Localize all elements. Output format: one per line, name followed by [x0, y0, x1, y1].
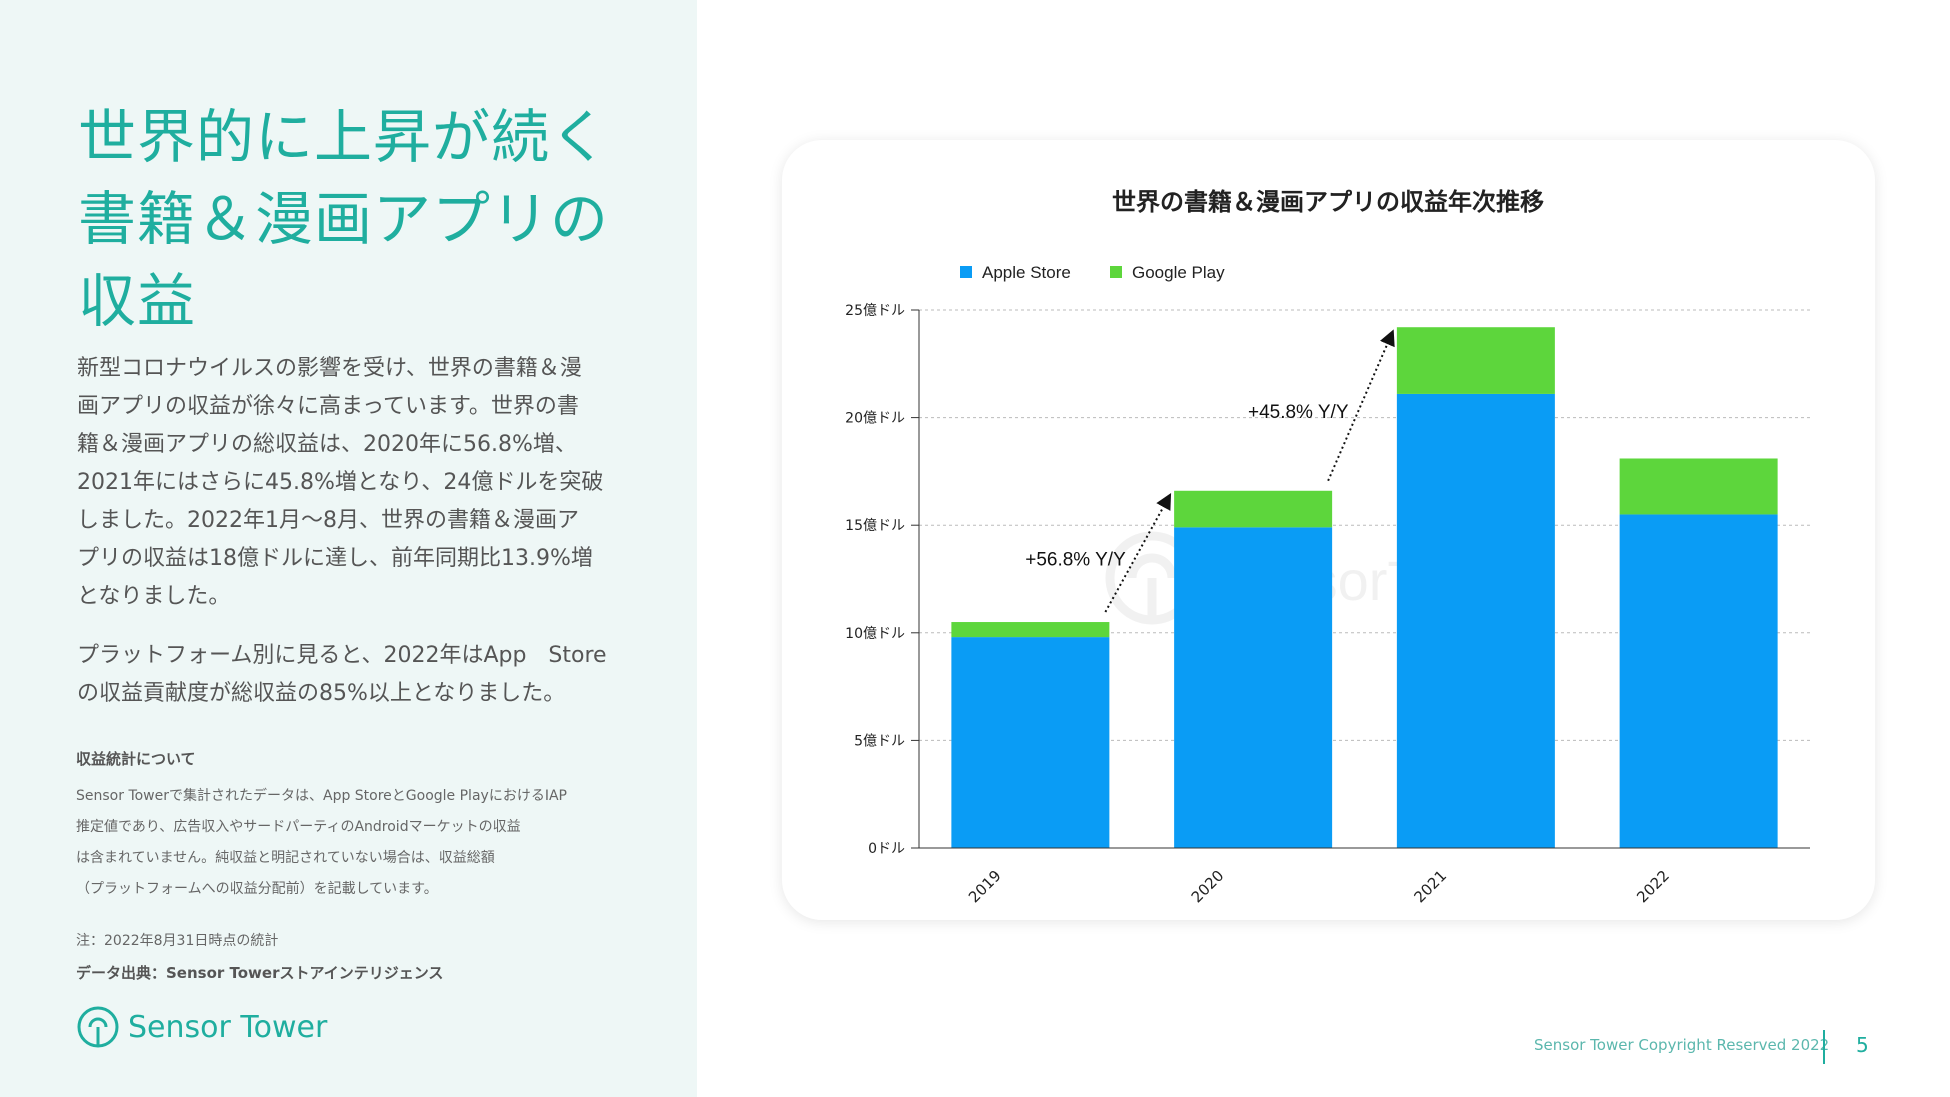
- y-tick-label: 20億ドル: [845, 411, 905, 427]
- legend-swatch-apple-store: [960, 266, 972, 278]
- legend-swatch-google-play: [1110, 266, 1122, 278]
- y-tick-label: 15億ドル: [845, 518, 905, 534]
- y-tick-label: 5億ドル: [854, 733, 905, 749]
- notes-line: Sensor Towerで集計されたデータは、App StoreとGoogle …: [76, 788, 567, 804]
- legend-label-apple-store: Apple Store: [982, 263, 1071, 282]
- x-tick-label: 2022: [1633, 867, 1673, 907]
- notes-title: 収益統計について: [76, 750, 196, 768]
- annotations: +56.8% Y/Y +45.8% Y/Y: [1025, 329, 1395, 613]
- bar-google-play-2021: [1396, 327, 1555, 394]
- bar-google-play-2019: [951, 622, 1110, 638]
- bar-apple-store-2019: [951, 637, 1110, 848]
- title-line: 書籍＆漫画アプリの: [78, 185, 610, 253]
- y-tick-label: 0ドル: [868, 841, 905, 857]
- left-panel: 世界的に上昇が続く 書籍＆漫画アプリの 収益 新型コロナウイルスの影響を受け、世…: [0, 0, 697, 1097]
- legend-label-google-play: Google Play: [1132, 263, 1225, 282]
- x-tick-label: 2020: [1188, 867, 1228, 907]
- stats-date-note: 注：2022年8月31日時点の統計: [76, 933, 279, 949]
- platform-paragraph: プラットフォーム別に見ると、2022年はApp Store の収益貢献度が総収益…: [77, 637, 617, 713]
- notes-text: Sensor Towerで集計されたデータは、App StoreとGoogle …: [76, 781, 636, 905]
- paragraph-line: 籍＆漫画アプリの総収益は、2020年に56.8%増、: [77, 432, 577, 457]
- notes-line: 推定値であり、広告収入やサードパーティのAndroidマーケットの収益: [76, 819, 521, 835]
- notes-line: は含まれていません。純収益と明記されていない場合は、収益総額: [76, 850, 495, 866]
- y-tick-label: 25億ドル: [845, 303, 905, 319]
- x-tick-label: 2019: [965, 867, 1005, 907]
- logo-text: Sensor Tower: [128, 1009, 328, 1045]
- growth-annotation-label: +45.8% Y/Y: [1248, 402, 1349, 423]
- paragraph-line: 新型コロナウイルスの影響を受け、世界の書籍＆漫: [77, 356, 582, 381]
- paragraph-line: 2021年にはさらに45.8%増となり、24億ドルを突破: [77, 470, 604, 495]
- footer-copyright: Sensor Tower Copyright Reserved 2022: [1534, 1036, 1830, 1054]
- x-tick-label: 2021: [1410, 867, 1450, 907]
- page-number: 5: [1856, 1033, 1869, 1057]
- bar-apple-store-2021: [1396, 393, 1555, 848]
- bars: [951, 327, 1778, 848]
- page-title: 世界的に上昇が続く 書籍＆漫画アプリの 収益: [78, 96, 678, 342]
- y-tick-label: 10億ドル: [845, 626, 905, 642]
- summary-paragraph: 新型コロナウイルスの影響を受け、世界の書籍＆漫 画アプリの収益が徐々に高まってい…: [77, 350, 617, 616]
- paragraph-line: しました。2022年1月〜8月、世界の書籍＆漫画ア: [77, 508, 579, 533]
- paragraph-line: 画アプリの収益が徐々に高まっています。世界の書: [77, 394, 579, 419]
- bar-google-play-2020: [1174, 490, 1333, 528]
- footer-divider: [1823, 1030, 1825, 1064]
- paragraph-line: となりました。: [77, 584, 231, 609]
- title-line: 世界的に上昇が続く: [78, 103, 610, 171]
- title-line: 収益: [78, 267, 197, 335]
- revenue-notes: 収益統計について Sensor Towerで集計されたデータは、App Stor…: [76, 748, 636, 905]
- legend: Apple Store Google Play: [960, 263, 1225, 282]
- paragraph-line: の収益貢献度が総収益の85%以上となりました。: [77, 681, 566, 706]
- grid: [919, 309, 1810, 741]
- sensor-tower-logo: Sensor Tower: [76, 1005, 327, 1049]
- paragraph-line: プリの収益は18億ドルに達し、前年同期比13.9%増: [77, 546, 593, 571]
- growth-annotation-label: +56.8% Y/Y: [1025, 549, 1126, 570]
- revenue-bar-chart: SensorTower 世界の書籍＆漫画アプリの収益年次推移 Apple Sto…: [845, 188, 1810, 907]
- sensor-tower-logo-icon: [77, 1006, 119, 1048]
- chart-title: 世界の書籍＆漫画アプリの収益年次推移: [1112, 188, 1544, 216]
- bar-google-play-2022: [1619, 458, 1778, 515]
- notes-line: （プラットフォームへの収益分配前）を記載しています。: [76, 881, 438, 897]
- bar-apple-store-2020: [1174, 527, 1333, 848]
- bar-apple-store-2022: [1619, 514, 1778, 848]
- paragraph-line: プラットフォーム別に見ると、2022年はApp Store: [77, 643, 607, 668]
- growth-arrow: [1327, 329, 1395, 482]
- data-source-note: データ出典：Sensor Towerストアインテリジェンス: [76, 964, 444, 982]
- growth-arrow: [1104, 493, 1172, 613]
- chart-card: SensorTower 世界の書籍＆漫画アプリの収益年次推移 Apple Sto…: [782, 140, 1875, 920]
